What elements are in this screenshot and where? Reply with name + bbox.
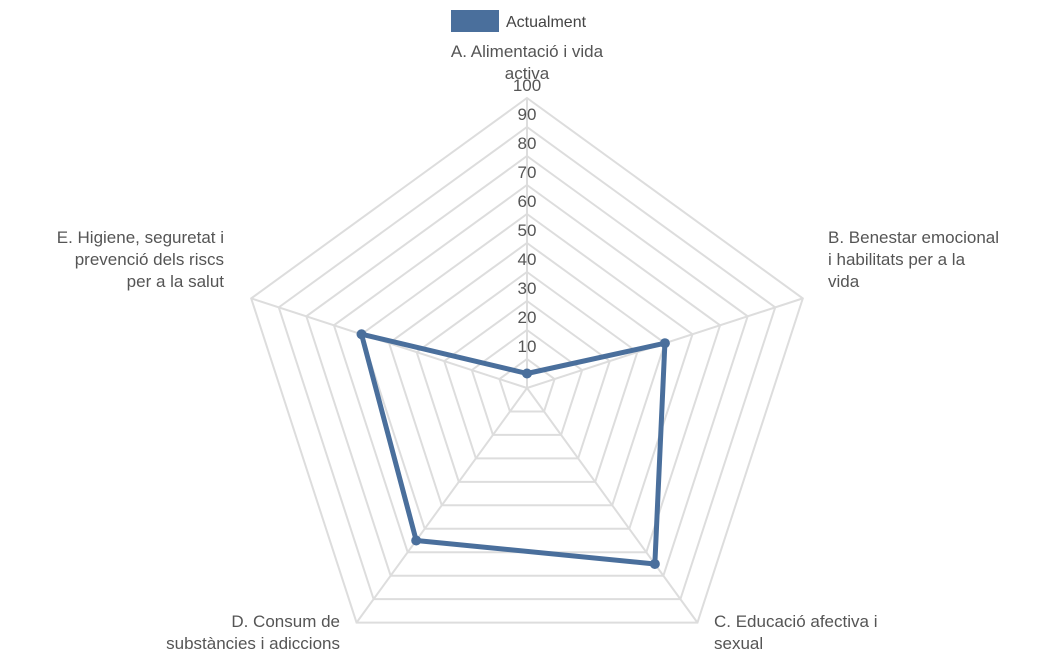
grid-spoke-2 bbox=[526, 387, 699, 624]
legend-swatch-actualment bbox=[451, 10, 499, 32]
data-point-1 bbox=[659, 338, 670, 349]
data-point-3 bbox=[411, 535, 422, 546]
category-label-3: D. Consum de substàncies i adiccions bbox=[166, 612, 340, 653]
tick-label-70: 70 bbox=[518, 163, 537, 182]
tick-label-50: 50 bbox=[518, 221, 537, 240]
category-label-2: C. Educació afectiva i sexual bbox=[714, 612, 877, 653]
grid-ring-40 bbox=[415, 270, 639, 483]
data-point-0 bbox=[522, 368, 532, 379]
legend: Actualment bbox=[451, 10, 587, 32]
radial-tick-labels: 10 20 30 40 50 60 70 80 90 100 bbox=[513, 76, 541, 356]
data-point-2 bbox=[649, 558, 660, 569]
category-label-4: E. Higiene, seguretat i prevenció dels ri… bbox=[57, 228, 225, 291]
grid-ring-60 bbox=[360, 212, 694, 530]
category-label-1: B. Benestar emocional i habilitats per a … bbox=[828, 228, 999, 291]
grid-ring-100 bbox=[250, 96, 804, 624]
tick-label-80: 80 bbox=[518, 134, 537, 153]
tick-label-20: 20 bbox=[518, 308, 537, 327]
tick-label-100: 100 bbox=[513, 76, 541, 95]
grid-ring-80 bbox=[305, 154, 749, 577]
tick-label-10: 10 bbox=[518, 337, 537, 356]
radar-grid bbox=[250, 96, 804, 624]
grid-ring-50 bbox=[387, 241, 667, 507]
legend-label-actualment: Actualment bbox=[506, 14, 587, 31]
grid-ring-10 bbox=[498, 357, 556, 413]
series-actualment bbox=[356, 329, 670, 569]
grid-spoke-3 bbox=[355, 387, 528, 624]
grid-ring-30 bbox=[443, 299, 611, 460]
grid-ring-90 bbox=[277, 125, 777, 601]
tick-label-90: 90 bbox=[518, 105, 537, 124]
tick-label-30: 30 bbox=[518, 279, 537, 298]
tick-label-40: 40 bbox=[518, 250, 537, 269]
category-label-0: A. Alimentació i vida activa bbox=[451, 42, 604, 83]
tick-label-60: 60 bbox=[518, 192, 537, 211]
series-line-0 bbox=[359, 331, 668, 567]
data-point-4 bbox=[356, 329, 367, 340]
category-labels: A. Alimentació i vida activa B. Benestar e… bbox=[57, 42, 999, 653]
